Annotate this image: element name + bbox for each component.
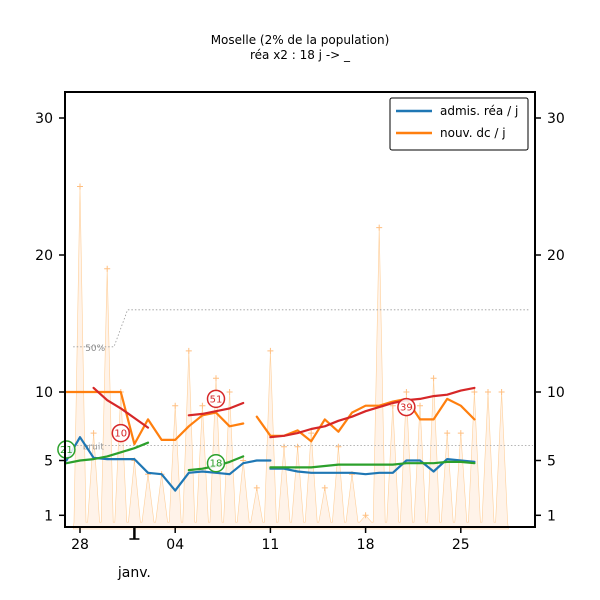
series-line-admis-r-a-j	[269, 458, 476, 476]
y-tick-label-left: 20	[35, 248, 53, 264]
annotation-layer: 10 51 39 21 18	[57, 389, 416, 473]
legend-label-dc: nouv. dc / j	[440, 126, 506, 140]
y-tick-label-right: 5	[547, 454, 556, 470]
spike-marker	[172, 402, 179, 409]
series-line-nouv-dc-j	[255, 397, 476, 443]
spike-marker	[485, 389, 491, 395]
annotation-label: 39	[400, 403, 413, 414]
annotation-circle	[397, 397, 416, 417]
y-tick-label-right: 1	[547, 508, 556, 524]
spike-marker	[376, 224, 383, 231]
annotation-circle	[111, 423, 131, 443]
spike-marker	[199, 402, 206, 409]
spike-marker	[294, 443, 301, 450]
spike-area-layer	[72, 183, 509, 530]
noise-label: bruit	[83, 443, 105, 453]
spike-marker	[281, 443, 287, 450]
spike-marker	[253, 484, 260, 491]
spike-marker	[335, 443, 342, 450]
threshold-line	[73, 309, 529, 348]
x-tick-label: 25	[452, 537, 470, 553]
spike-marker	[267, 347, 274, 354]
spike-marker	[403, 389, 410, 395]
spike-marker	[498, 389, 505, 395]
annotation-label: 51	[210, 394, 223, 405]
spike-area	[72, 186, 509, 530]
spike-marker	[444, 430, 451, 437]
series-line-tendance-r-a	[269, 460, 476, 469]
y-tick-label-left: 30	[35, 111, 53, 127]
spike-marker	[104, 265, 111, 272]
y-tick-label-right: 10	[547, 385, 565, 401]
y-tick-label-left: 5	[44, 454, 53, 470]
spike-marker	[417, 402, 423, 409]
x-tick-label: 11	[261, 537, 279, 553]
spike-marker	[430, 375, 437, 382]
spike-marker	[90, 430, 97, 437]
annotation-label: 18	[210, 459, 223, 470]
spike-marker	[362, 512, 369, 519]
series-line-tendance-dc	[92, 386, 150, 429]
y-tick-label-left: 10	[35, 385, 53, 401]
y-tick-label-right: 20	[547, 248, 565, 264]
annotation-label: 21	[60, 445, 73, 456]
spike-marker	[321, 484, 328, 491]
legend-label-rea: admis. réa / j	[440, 104, 518, 118]
spike-marker	[213, 375, 219, 382]
annotation-label: 10	[114, 429, 127, 440]
series-line-nouv-dc-j	[65, 390, 245, 446]
annotation-circle	[206, 453, 226, 473]
chart-subtitle: réa x2 : 18 j -> _	[249, 48, 351, 62]
spike-marker	[226, 389, 233, 395]
series-line-tendance-dc	[269, 386, 476, 439]
chart-title: Moselle (2% de la population)	[210, 33, 390, 47]
spike-marker	[77, 183, 83, 190]
series-line-tendance-dc	[187, 401, 245, 417]
annotation-circle	[57, 440, 76, 459]
threshold-label: 50%	[85, 344, 105, 354]
spike-marker	[185, 347, 192, 354]
y-tick-label-left: 1	[44, 508, 53, 524]
plot-frame	[64, 91, 536, 528]
x-tick-label: 28	[71, 537, 89, 553]
legend: admis. réa / j nouv. dc / j	[389, 97, 529, 151]
month-label: janv.	[117, 565, 151, 581]
x-tick-label: 18	[357, 537, 375, 553]
spike-marker	[471, 389, 478, 395]
series-line-tendance-r-a	[65, 441, 150, 465]
annotation-circle	[206, 389, 226, 409]
spike-marker	[308, 430, 315, 437]
x-tick-label: 04	[166, 537, 184, 553]
spike-marker	[457, 430, 464, 437]
series-layer	[65, 386, 476, 492]
y-tick-label-right: 30	[547, 111, 565, 127]
